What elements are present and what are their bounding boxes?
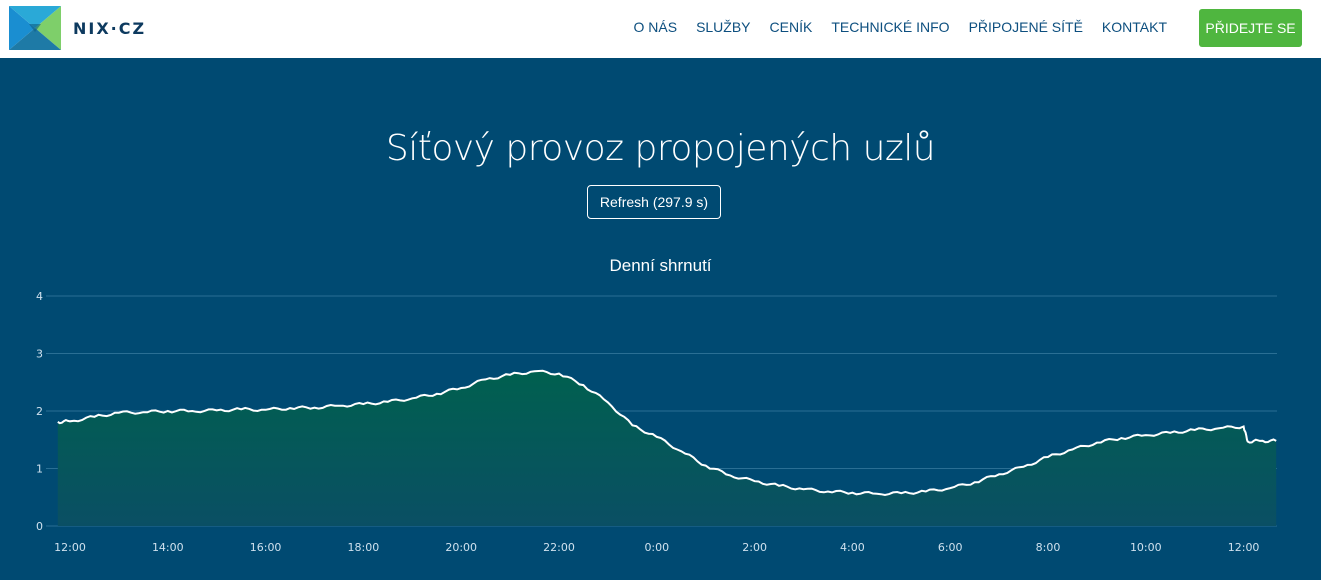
nix-logo-icon — [9, 6, 61, 50]
y-tick-label: 0 — [36, 520, 43, 533]
traffic-chart: Denní shrnutí 0 1 2 3 4 12:00 14:00 16:00 18:00 2… — [0, 245, 1321, 580]
nav-item-cenik[interactable]: CENÍK — [769, 19, 813, 35]
nav-item-sluzby[interactable]: SLUŽBY — [696, 19, 751, 35]
x-tick-label: 16:00 — [250, 541, 282, 554]
y-tick-label: 1 — [36, 463, 43, 476]
chart-svg: 0 1 2 3 4 12:00 14:00 16:00 18:00 20:00 22:00 0:00 2… — [36, 290, 1277, 554]
y-tick-label: 2 — [36, 405, 43, 418]
nav-item-pripojene-site[interactable]: PŘIPOJENÉ SÍTĚ — [968, 19, 1083, 35]
page-title: Síťový provoz propojených uzlů — [385, 128, 936, 169]
x-tick-label: 12:00 — [54, 541, 86, 554]
traffic-line — [57, 369, 1277, 497]
x-tick-label: 4:00 — [840, 541, 865, 554]
x-tick-label: 0:00 — [644, 541, 669, 554]
x-tick-label: 22:00 — [543, 541, 575, 554]
y-tick-label: 3 — [36, 348, 43, 361]
top-navbar: NIX·CZ O NÁS SLUŽBY CENÍK TECHNICKÉ INFO… — [0, 0, 1321, 58]
nav-item-kontakt[interactable]: KONTAKT — [1101, 19, 1167, 35]
refresh-button[interactable]: Refresh (297.9 s) — [587, 185, 721, 219]
x-tick-label: 14:00 — [152, 541, 184, 554]
main-nav: O NÁS SLUŽBY CENÍK TECHNICKÉ INFO PŘIPOJ… — [633, 19, 1167, 35]
x-tick-label: 20:00 — [445, 541, 477, 554]
nix-cz-logo[interactable]: NIX·CZ — [9, 6, 146, 50]
x-tick-label: 6:00 — [938, 541, 963, 554]
x-tick-label: 10:00 — [1130, 541, 1162, 554]
join-button[interactable]: PŘIDEJTE SE — [1199, 9, 1302, 47]
nav-item-o-nas[interactable]: O NÁS — [633, 19, 678, 35]
x-tick-label: 2:00 — [742, 541, 767, 554]
chart-title: Denní shrnutí — [609, 256, 712, 275]
x-tick-label: 8:00 — [1036, 541, 1061, 554]
traffic-area — [57, 370, 1277, 526]
x-tick-label: 12:00 — [1228, 541, 1260, 554]
y-tick-label: 4 — [36, 290, 43, 303]
nav-item-technicke-info[interactable]: TECHNICKÉ INFO — [831, 19, 950, 35]
x-tick-label: 18:00 — [348, 541, 380, 554]
logo-text: NIX·CZ — [73, 18, 147, 38]
